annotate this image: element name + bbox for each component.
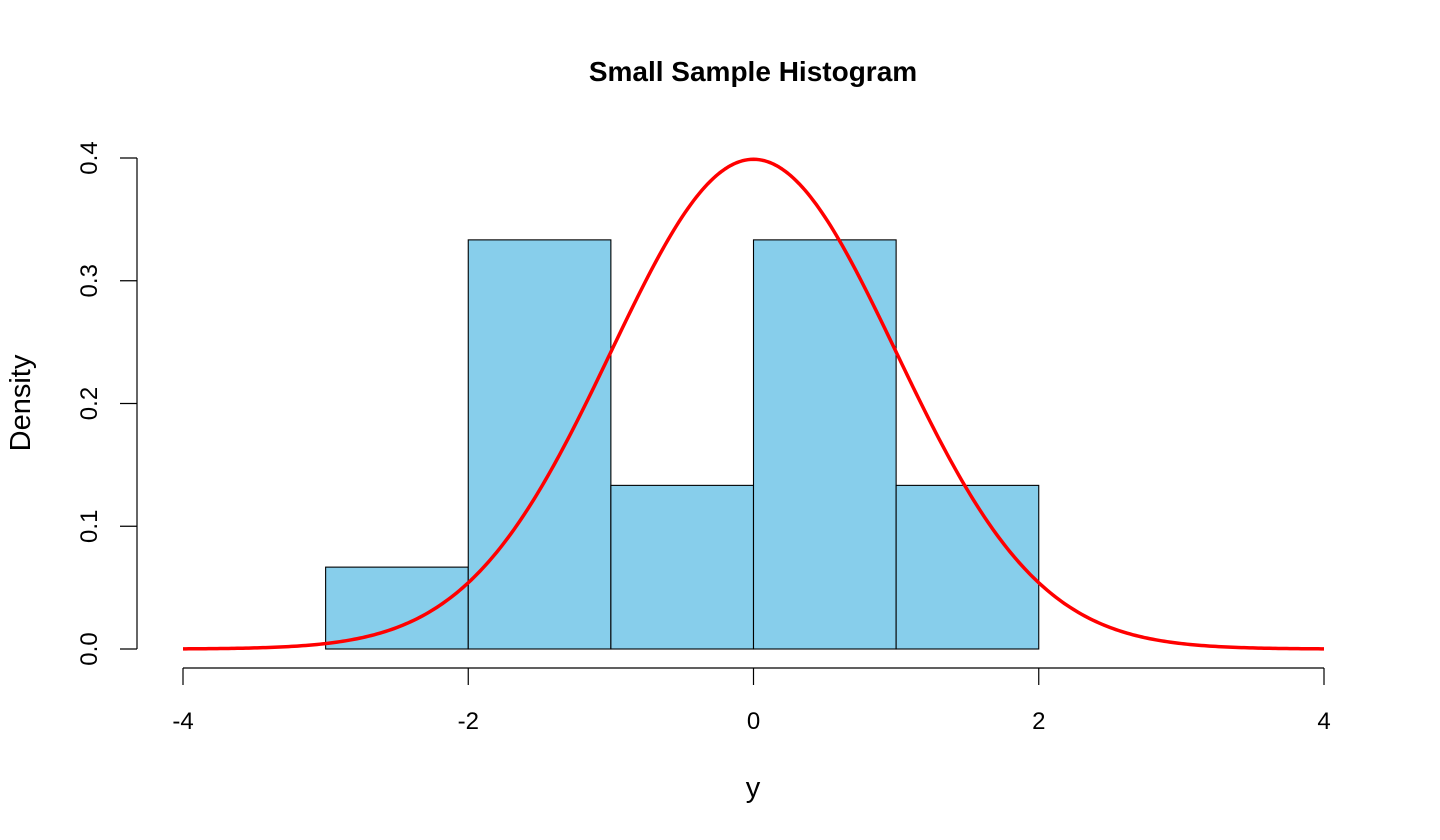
histogram-bar-3: [610, 484, 755, 650]
y-axis: 0.0 0.1 0.2 0.3 0.4: [76, 141, 138, 666]
y-tick-label: 0.3: [76, 264, 103, 297]
x-axis-title: y: [746, 772, 761, 804]
y-tick-label: 0.4: [76, 141, 103, 174]
histogram-bar-2: [467, 239, 612, 650]
histogram-bar-1: [325, 566, 469, 650]
x-tick-label: 4: [1317, 708, 1330, 735]
y-tick-label: 0.0: [76, 632, 103, 665]
x-tick-label: 2: [1032, 708, 1045, 735]
y-axis-title: Density: [5, 354, 37, 451]
y-tick-label: 0.2: [76, 387, 103, 420]
density-curve: [182, 157, 1325, 651]
histogram-bar-4: [752, 239, 897, 650]
histogram-bars: [325, 239, 1040, 650]
x-tick-label: -2: [458, 708, 479, 735]
x-tick-label: -4: [172, 708, 193, 735]
histogram-bar-5: [895, 484, 1040, 650]
x-tick-label: 0: [747, 708, 760, 735]
y-tick-label: 0.1: [76, 510, 103, 543]
chart-title: Small Sample Histogram: [589, 56, 917, 87]
x-axis: -4 -2 0 2 4: [172, 667, 1331, 735]
